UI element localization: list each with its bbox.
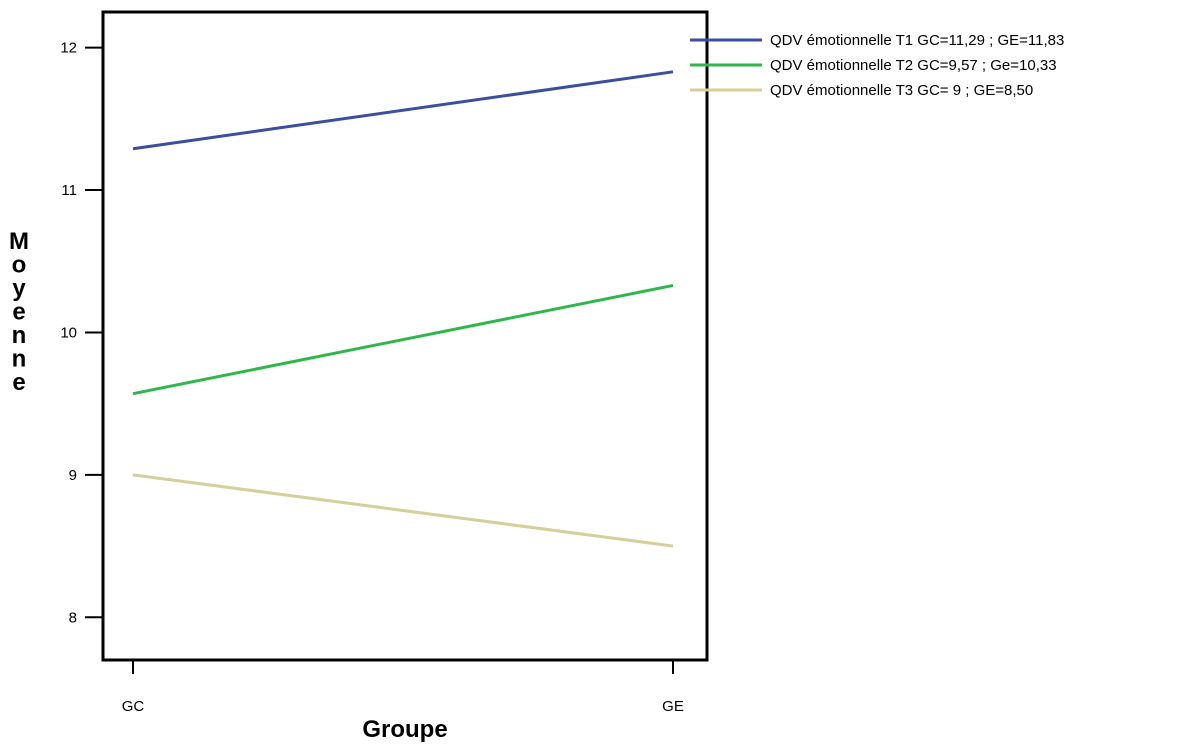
y-axis-title-letter: n [12,322,27,349]
x-tick-label: GE [662,698,684,715]
legend-label: QDV émotionnelle T1 GC=11,29 ; GE=11,83 [770,32,1064,49]
plot-area-frame [101,10,709,662]
x-tick-label: GC [122,698,145,715]
series-line-t1 [132,70,674,151]
y-tick-label: 12 [60,40,77,57]
y-axis-title-letter: e [12,369,25,396]
y-tick-label: 8 [69,609,77,626]
y-axis-title-letter: o [12,252,27,279]
legend: QDV émotionnelle T1 GC=11,29 ; GE=11,83 Q… [690,32,1064,99]
x-axis-title: Groupe [362,716,447,743]
series-layer [132,70,674,548]
y-axis-title-letter: M [9,228,29,255]
y-axis-title-letter: y [12,275,26,302]
y-tick-label: 9 [69,467,77,484]
y-tick-label: 11 [61,182,77,199]
y-axis-title-letter: n [12,346,27,373]
x-axis: GC GE [122,660,684,715]
y-axis-title-letter: e [12,299,25,326]
y-axis: 8 9 10 11 12 [60,40,103,626]
legend-label: QDV émotionnelle T2 GC=9,57 ; Ge=10,33 [770,57,1057,74]
legend-label: QDV émotionnelle T3 GC= 9 ; GE=8,50 [770,82,1033,99]
series-line-t2 [132,283,674,396]
y-tick-label: 10 [60,324,77,341]
series-line-t3 [132,473,674,548]
